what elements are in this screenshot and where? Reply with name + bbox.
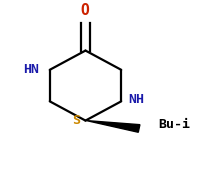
Text: S: S [72,114,80,127]
Polygon shape [86,121,140,132]
Text: Bu-i: Bu-i [158,118,190,132]
Text: NH: NH [129,93,145,106]
Text: O: O [80,3,89,18]
Text: HN: HN [23,63,39,76]
